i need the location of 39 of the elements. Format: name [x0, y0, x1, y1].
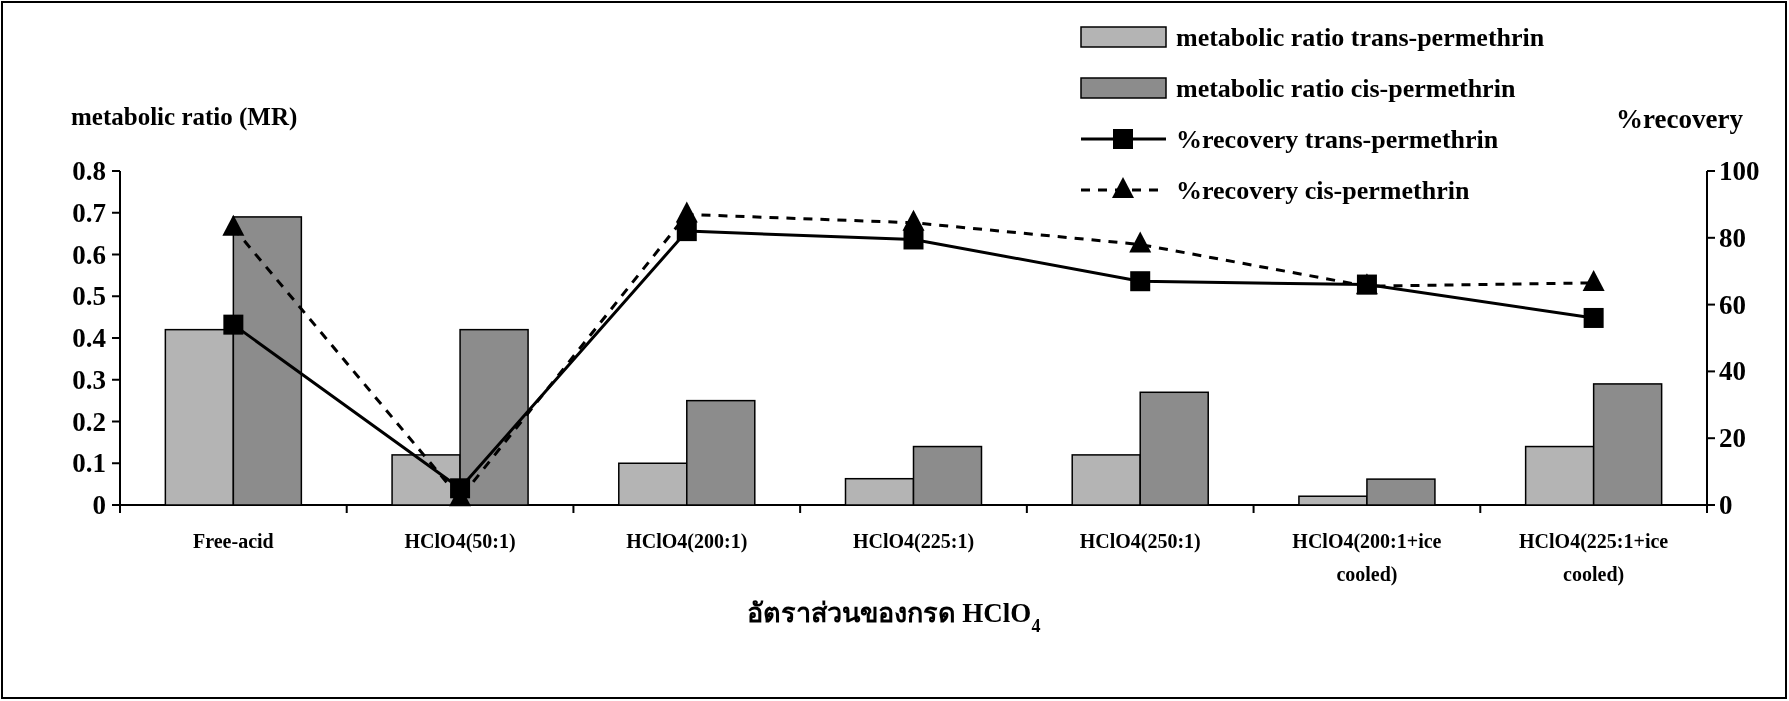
- y2-tick-label: 80: [1719, 222, 1746, 253]
- y-tick-label: 0.2: [72, 406, 106, 437]
- y-tick-label: 0.4: [72, 323, 106, 353]
- y2-axis-title: %recovery: [1616, 104, 1744, 134]
- x-tick-label: Free-acid: [193, 530, 274, 552]
- x-tick-label: HClO4(250:1): [1079, 530, 1201, 553]
- y-tick-label: 0.7: [72, 197, 106, 228]
- point: [903, 229, 924, 250]
- point: [1583, 307, 1604, 328]
- point: [676, 221, 697, 242]
- y2-tick-label: 0: [1719, 490, 1733, 520]
- point: [1582, 269, 1605, 291]
- point: [1356, 274, 1377, 295]
- point: [222, 214, 245, 236]
- y-tick-label: 0.8: [72, 156, 106, 186]
- y-axis-title: metabolic ratio (MR): [71, 103, 298, 131]
- x-tick-label: HClO4(200:1): [626, 530, 748, 553]
- x-tick-label: HClO4(225:1): [852, 530, 975, 553]
- legend-label: %recovery cis-permethrin: [1176, 176, 1470, 205]
- point: [223, 314, 244, 335]
- y2-tick-label: 40: [1719, 356, 1746, 387]
- x-tick-label: HClO4(50:1): [404, 530, 516, 553]
- y-tick-label: 0.3: [72, 364, 106, 395]
- point: [1129, 231, 1152, 253]
- x-axis-title: อัตราส่วนของกรด HClO$_{4}$: [746, 598, 1041, 636]
- y2-tick-label: 20: [1719, 423, 1746, 454]
- y-tick-label: 0.1: [72, 448, 106, 479]
- y-tick-label: 0: [92, 490, 106, 520]
- x-tick-label: HClO4(200:1+ice cooled): [1292, 530, 1442, 586]
- y2-tick-label: 60: [1719, 289, 1746, 320]
- y2-tick-label: 100: [1719, 156, 1760, 186]
- legend-label: metabolic ratio cis-permethrin: [1176, 74, 1516, 103]
- legend-label: %recovery trans-permethrin: [1176, 125, 1499, 154]
- y-tick-label: 0.6: [72, 239, 106, 270]
- point: [1130, 271, 1151, 292]
- x-tick-label: HClO4(225:1+ice cooled): [1519, 530, 1669, 586]
- y-tick-label: 0.5: [72, 281, 106, 312]
- point: [450, 478, 471, 499]
- legend-label: metabolic ratio trans-permethrin: [1176, 23, 1545, 52]
